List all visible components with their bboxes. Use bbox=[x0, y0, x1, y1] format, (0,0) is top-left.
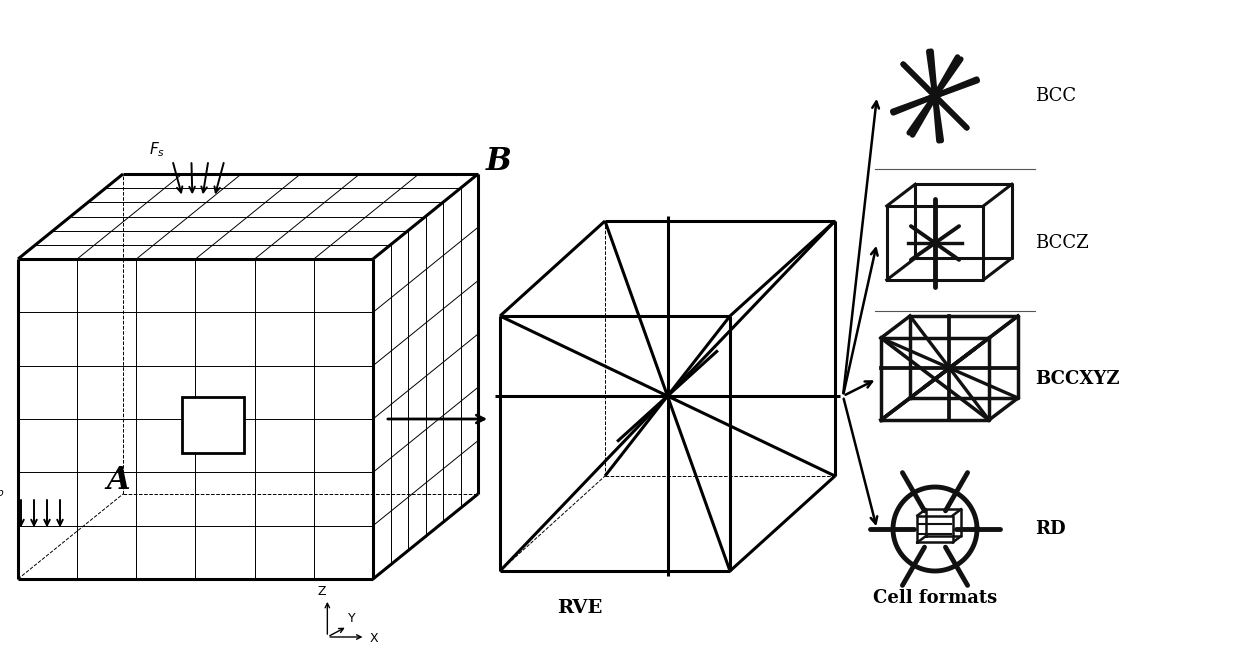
Text: Z: Z bbox=[317, 585, 326, 598]
Text: BCCZ: BCCZ bbox=[1035, 234, 1089, 252]
Bar bbox=[182, 397, 244, 453]
Text: Cell formats: Cell formats bbox=[873, 589, 997, 607]
Text: Y: Y bbox=[348, 611, 356, 624]
Text: RD: RD bbox=[1035, 520, 1065, 538]
Text: BCC: BCC bbox=[1035, 87, 1076, 105]
Text: B: B bbox=[486, 146, 512, 177]
Text: $F_b$: $F_b$ bbox=[0, 480, 5, 499]
Text: BCCXYZ: BCCXYZ bbox=[1035, 370, 1120, 388]
Text: $F_s$: $F_s$ bbox=[149, 140, 165, 159]
Text: A: A bbox=[107, 465, 130, 497]
Text: RVE: RVE bbox=[558, 599, 603, 617]
Text: X: X bbox=[370, 632, 378, 645]
